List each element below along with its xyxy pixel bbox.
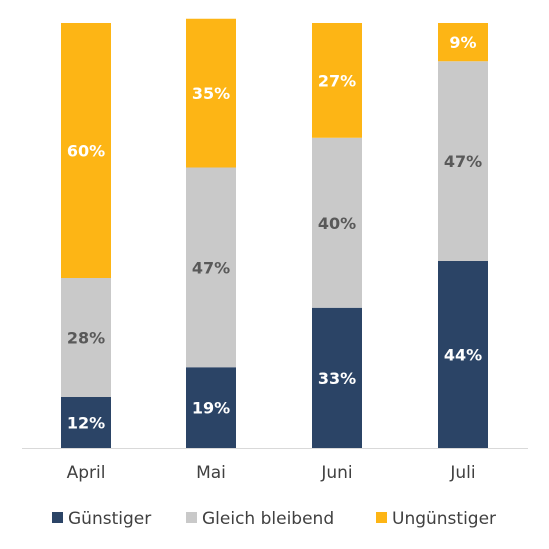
data-label-mai-ungunstiger: 35% <box>192 84 230 103</box>
bar-segment-april-gunstiger <box>61 397 111 448</box>
bar-segment-april-gleich-bleibend <box>61 278 111 397</box>
bar-segment-mai-gunstiger <box>186 367 236 448</box>
data-label-mai-gunstiger: 19% <box>192 399 230 418</box>
x-tick-label-mai: Mai <box>196 463 226 483</box>
legend-swatch-gunstiger <box>52 512 63 523</box>
bar-segment-juli-gunstiger <box>438 261 488 448</box>
legend: Günstiger Gleich bleibend Ungünstiger <box>52 509 496 529</box>
legend-swatch-gleich-bleibend <box>186 512 197 523</box>
legend-label-ungunstiger: Ungünstiger <box>392 509 496 529</box>
legend-swatch-ungunstiger <box>376 512 387 523</box>
legend-label-gleich-bleibend: Gleich bleibend <box>202 509 334 529</box>
bar-segment-april-ungunstiger <box>61 23 111 278</box>
bar-segment-mai-gleich-bleibend <box>186 167 236 368</box>
x-tick-label-juli: Juli <box>449 463 475 483</box>
data-label-juli-gleich-bleibend: 47% <box>444 152 482 171</box>
data-label-april-gleich-bleibend: 28% <box>67 329 105 348</box>
data-label-juni-ungunstiger: 27% <box>318 71 356 90</box>
bar-segment-juli-ungunstiger <box>438 23 488 62</box>
legend-item-gleich-bleibend: Gleich bleibend <box>186 509 334 529</box>
data-label-juni-gunstiger: 33% <box>318 369 356 388</box>
data-label-april-gunstiger: 12% <box>67 414 105 433</box>
bar-segment-juni-gleich-bleibend <box>312 137 362 308</box>
bar-segment-juni-gunstiger <box>312 307 362 448</box>
data-label-mai-gleich-bleibend: 47% <box>192 258 230 277</box>
bar-segment-juni-ungunstiger <box>312 23 362 138</box>
bars-layer: 12% 28% 60% 19% 47% 35% 33% 40% 27% 44% 47% 9% <box>61 18 488 448</box>
x-tick-label-april: April <box>67 463 106 483</box>
bar-segment-mai-ungunstiger <box>186 18 236 168</box>
data-label-juli-gunstiger: 44% <box>444 346 482 365</box>
data-label-april-ungunstiger: 60% <box>67 142 105 161</box>
legend-item-gunstiger: Günstiger <box>52 509 151 529</box>
bar-segment-juli-gleich-bleibend <box>438 61 488 261</box>
data-label-juni-gleich-bleibend: 40% <box>318 214 356 233</box>
x-tick-label-juni: Juni <box>320 463 352 483</box>
data-label-juli-ungunstiger: 9% <box>449 33 476 52</box>
x-tick-labels: April Mai Juni Juli <box>67 463 476 483</box>
legend-item-ungunstiger: Ungünstiger <box>376 509 496 529</box>
legend-label-gunstiger: Günstiger <box>68 509 151 529</box>
